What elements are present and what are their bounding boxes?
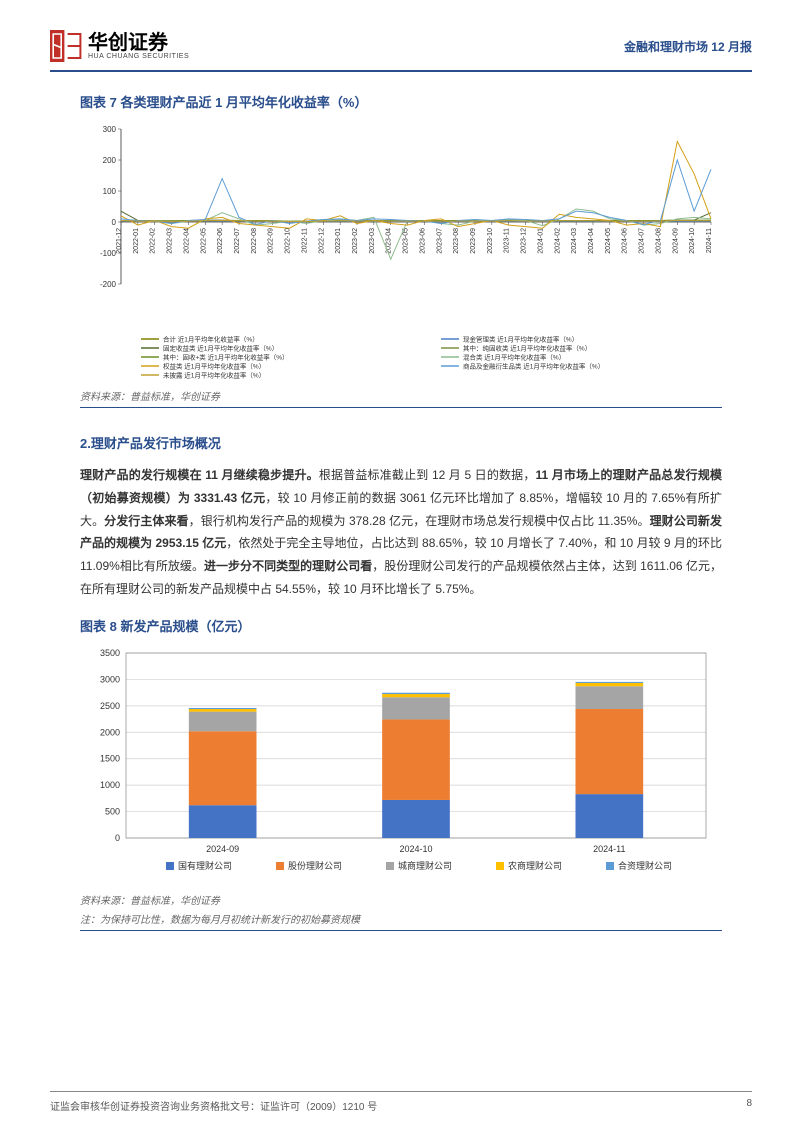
- svg-text:500: 500: [105, 806, 120, 816]
- section2-paragraph: 理财产品的发行规模在 11 月继续稳步提升。根据普益标准截止到 12 月 5 日…: [80, 464, 722, 601]
- svg-text:2000: 2000: [100, 727, 120, 737]
- svg-text:股份理财公司: 股份理财公司: [288, 860, 342, 871]
- chart7-line-chart: -200 -100 0 100 200 300 2021-12 2022-01 2022-02 2…: [80, 119, 722, 379]
- chart7-title: 图表 7 各类理财产品近 1 月平均年化收益率（%）: [80, 92, 752, 111]
- svg-text:1500: 1500: [100, 753, 120, 763]
- chart8-title: 图表 8 新发产品规模（亿元）: [80, 616, 752, 635]
- text: 根据普益标准截止到 12 月 5 日的数据，: [319, 468, 536, 482]
- company-name-en: HUA CHUANG SECURITIES: [88, 53, 189, 60]
- svg-text:2024-03: 2024-03: [571, 228, 578, 254]
- svg-text:国有理财公司: 国有理财公司: [178, 860, 232, 871]
- svg-text:2023-02: 2023-02: [352, 228, 359, 254]
- svg-text:2023-05: 2023-05: [403, 228, 410, 254]
- footer-page-number: 8: [746, 1098, 752, 1113]
- svg-text:2024-10: 2024-10: [399, 844, 432, 854]
- svg-text:2024-05: 2024-05: [605, 228, 612, 254]
- text-bold: 理财产品的发行规模在 11 月继续稳步提升。: [80, 468, 319, 482]
- svg-text:2500: 2500: [100, 701, 120, 711]
- svg-text:2022-08: 2022-08: [251, 228, 258, 254]
- svg-text:2024-09: 2024-09: [672, 228, 679, 254]
- chart8-source: 资料来源：普益标准，华创证券: [80, 892, 752, 907]
- svg-text:2024-06: 2024-06: [622, 228, 629, 254]
- svg-text:2022-12: 2022-12: [318, 228, 325, 254]
- svg-text:现金管理类 近1月平均年化收益率（%）: 现金管理类 近1月平均年化收益率（%）: [463, 335, 578, 344]
- svg-text:其中：固收+类 近1月平均年化收益率（%）: 其中：固收+类 近1月平均年化收益率（%）: [163, 353, 289, 362]
- chart7-container: -200 -100 0 100 200 300 2021-12 2022-01 2022-02 2…: [80, 119, 722, 382]
- svg-text:3000: 3000: [100, 674, 120, 684]
- svg-text:200: 200: [103, 156, 117, 165]
- svg-text:2022-03: 2022-03: [167, 228, 174, 254]
- text: ，银行机构发行产品的规模为 378.28 亿元，在理财市场总发行规模中仅占比 1…: [189, 514, 650, 528]
- svg-text:2022-04: 2022-04: [183, 228, 190, 254]
- svg-text:混合类 近1月平均年化收益率（%）: 混合类 近1月平均年化收益率（%）: [463, 353, 565, 362]
- svg-text:2023-12: 2023-12: [521, 228, 528, 254]
- svg-text:2023-10: 2023-10: [487, 228, 494, 254]
- svg-text:2024-02: 2024-02: [554, 228, 561, 254]
- svg-text:合资理财公司: 合资理财公司: [618, 860, 672, 871]
- svg-text:2024-11: 2024-11: [593, 844, 625, 854]
- svg-text:2024-09: 2024-09: [206, 844, 239, 854]
- svg-text:其中：纯固收类 近1月平均年化收益率（%）: 其中：纯固收类 近1月平均年化收益率（%）: [463, 344, 591, 353]
- text-bold: 进一步分不同类型的理财公司看: [204, 559, 372, 573]
- svg-text:2022-05: 2022-05: [200, 228, 207, 254]
- text-bold: 分发行主体来看: [104, 514, 189, 528]
- svg-text:3500: 3500: [100, 648, 120, 658]
- svg-text:-200: -200: [100, 280, 117, 289]
- svg-text:2022-11: 2022-11: [301, 228, 308, 253]
- svg-text:商品及金融衍生品类 近1月平均年化收益率（%）: 商品及金融衍生品类 近1月平均年化收益率（%）: [463, 362, 604, 371]
- svg-text:2024-07: 2024-07: [639, 228, 646, 254]
- svg-text:未披露 近1月平均年化收益率（%）: 未披露 近1月平均年化收益率（%）: [163, 371, 265, 380]
- svg-text:2022-07: 2022-07: [234, 228, 241, 254]
- svg-text:2024-10: 2024-10: [689, 228, 696, 254]
- page-footer: 证监会审核华创证券投资咨询业务资格批文号：证监许可（2009）1210 号 8: [50, 1091, 752, 1113]
- logo-icon: [50, 30, 82, 62]
- company-logo: 华创证券 HUA CHUANG SECURITIES: [50, 30, 189, 62]
- section2-title: 2.理财产品发行市场概况: [80, 433, 752, 452]
- svg-text:2023-07: 2023-07: [436, 228, 443, 254]
- svg-text:2023-11: 2023-11: [504, 228, 511, 253]
- divider: [80, 930, 722, 931]
- svg-text:农商理财公司: 农商理财公司: [508, 860, 562, 871]
- report-title: 金融和理财市场 12 月报: [624, 38, 752, 55]
- svg-text:2023-03: 2023-03: [369, 228, 376, 254]
- svg-text:0: 0: [112, 218, 117, 227]
- footer-left: 证监会审核华创证券投资咨询业务资格批文号：证监许可（2009）1210 号: [50, 1098, 377, 1113]
- svg-text:100: 100: [103, 187, 117, 196]
- svg-text:固定收益类 近1月平均年化收益率（%）: 固定收益类 近1月平均年化收益率（%）: [163, 344, 278, 353]
- svg-text:城商理财公司: 城商理财公司: [398, 860, 452, 871]
- company-name-cn: 华创证券: [88, 33, 189, 53]
- svg-text:-100: -100: [100, 249, 117, 258]
- svg-text:权益类 近1月平均年化收益率（%）: 权益类 近1月平均年化收益率（%）: [163, 362, 265, 371]
- svg-text:0: 0: [115, 833, 120, 843]
- svg-text:2023-08: 2023-08: [453, 228, 460, 254]
- svg-text:2021-12: 2021-12: [116, 228, 123, 254]
- svg-text:2022-06: 2022-06: [217, 228, 224, 254]
- svg-text:1000: 1000: [100, 780, 120, 790]
- svg-text:2024-08: 2024-08: [655, 228, 662, 254]
- chart8-container: 0 500 1000 1500 2000 2500 3000 3500 2024-09 2024-…: [80, 643, 722, 886]
- divider: [80, 407, 722, 408]
- chart7-source: 资料来源：普益标准，华创证券: [80, 388, 752, 403]
- page-header: 华创证券 HUA CHUANG SECURITIES 金融和理财市场 12 月报: [50, 30, 752, 72]
- chart8-bar-chart: 0 500 1000 1500 2000 2500 3000 3500 2024-09 2024-…: [80, 643, 722, 883]
- svg-text:2023-09: 2023-09: [470, 228, 477, 254]
- svg-text:2022-09: 2022-09: [268, 228, 275, 254]
- svg-text:合计 近1月平均年化收益率（%）: 合计 近1月平均年化收益率（%）: [163, 335, 259, 344]
- svg-text:2024-04: 2024-04: [588, 228, 595, 254]
- svg-text:2023-01: 2023-01: [335, 228, 342, 254]
- chart8-note: 注：为保持可比性，数据为每月月初统计新发行的初始募资规模: [80, 911, 752, 926]
- svg-text:2024-01: 2024-01: [537, 228, 544, 254]
- svg-text:2024-11: 2024-11: [706, 228, 713, 253]
- svg-text:300: 300: [103, 125, 117, 134]
- svg-text:2022-10: 2022-10: [285, 228, 292, 254]
- svg-text:2023-06: 2023-06: [419, 228, 426, 254]
- svg-text:2022-02: 2022-02: [150, 228, 157, 254]
- svg-text:2022-01: 2022-01: [133, 228, 140, 254]
